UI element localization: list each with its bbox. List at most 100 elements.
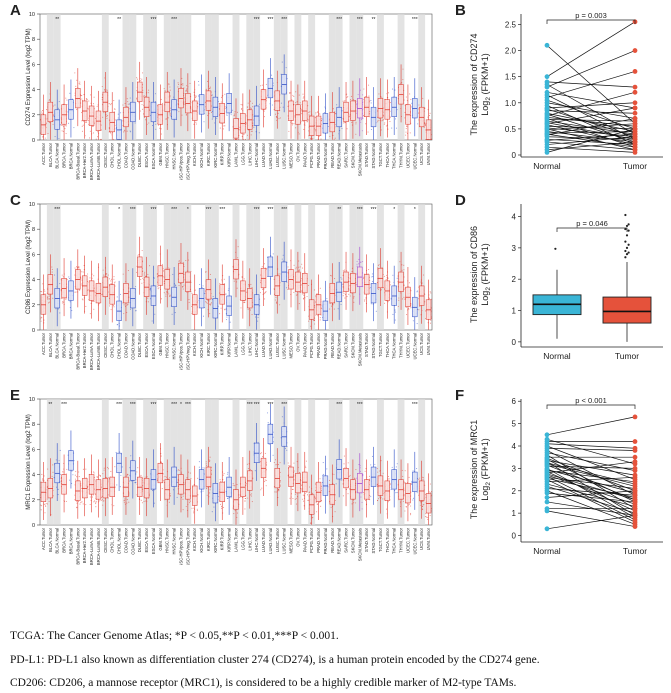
- data-point: [277, 112, 279, 114]
- data-point: [219, 127, 221, 129]
- data-point: [57, 493, 59, 496]
- data-point: [47, 296, 49, 298]
- category-label: LGG.Tumor: [240, 527, 245, 550]
- data-point: [286, 78, 288, 80]
- data-point: [41, 505, 43, 507]
- data-point: [237, 257, 239, 259]
- data-point: [207, 80, 209, 83]
- data-point: [219, 479, 221, 481]
- category-label: ACC.Tumor: [41, 332, 46, 355]
- data-point: [232, 483, 234, 485]
- data-point: [71, 482, 73, 484]
- data-point: [389, 120, 391, 123]
- category-label: CESC.Tumor: [103, 332, 108, 357]
- data-point: [144, 271, 146, 273]
- data-point: [193, 510, 195, 512]
- data-point: [145, 119, 147, 121]
- category-label: PRAD.Normal: [323, 143, 328, 169]
- data-point: [397, 281, 399, 283]
- data-point: [361, 94, 364, 96]
- outlier-point: [624, 256, 627, 259]
- data-point: [276, 119, 278, 121]
- data-point: [295, 102, 297, 104]
- normal-point: [544, 42, 550, 48]
- data-point: [249, 309, 251, 311]
- data-point: [156, 473, 158, 475]
- data-point: [303, 293, 305, 295]
- significance-label: ***: [281, 17, 287, 23]
- category-label: GBM.Tumor: [158, 527, 163, 550]
- data-point: [389, 102, 391, 104]
- data-point: [259, 292, 262, 294]
- data-point: [45, 109, 48, 111]
- data-point: [298, 94, 300, 96]
- data-point: [412, 320, 414, 322]
- data-point: [329, 308, 331, 310]
- data-point: [275, 296, 277, 298]
- data-point: [112, 304, 114, 307]
- data-point: [351, 121, 353, 123]
- pair-line: [546, 124, 636, 145]
- data-point: [124, 498, 126, 500]
- data-point: [424, 310, 427, 312]
- data-point: [355, 110, 357, 112]
- data-point: [78, 267, 80, 269]
- data-point: [189, 500, 191, 502]
- data-point: [394, 118, 397, 120]
- group-band: [53, 14, 61, 140]
- y-tick-label: 10: [29, 202, 35, 208]
- data-point: [98, 302, 100, 305]
- data-point: [248, 285, 250, 287]
- data-point: [409, 132, 411, 134]
- data-point: [172, 489, 175, 491]
- category-label: KIRP.Tumor: [220, 332, 225, 355]
- data-point: [87, 273, 89, 275]
- data-point: [259, 305, 261, 307]
- data-point: [209, 304, 212, 306]
- data-point: [91, 125, 94, 127]
- data-point: [106, 117, 108, 119]
- data-point: [127, 303, 129, 305]
- data-point: [151, 124, 154, 127]
- pair-line: [546, 91, 636, 109]
- data-point: [129, 308, 132, 310]
- outlier-point: [624, 249, 627, 253]
- data-point: [144, 500, 146, 502]
- data-point: [110, 309, 112, 311]
- data-point: [275, 301, 277, 303]
- data-point: [202, 467, 204, 469]
- data-point: [191, 507, 193, 509]
- data-point: [383, 275, 385, 277]
- outlier-point: [554, 247, 557, 250]
- data-point: [161, 298, 163, 300]
- data-point: [76, 476, 78, 478]
- data-point: [219, 313, 221, 315]
- data-point: [81, 271, 83, 273]
- data-point: [220, 307, 222, 309]
- data-point: [168, 293, 170, 295]
- data-point: [363, 115, 365, 117]
- data-point: [111, 103, 113, 105]
- data-point: [287, 266, 289, 268]
- data-point: [178, 469, 180, 472]
- data-point: [79, 81, 81, 83]
- data-point: [419, 305, 421, 307]
- data-point: [169, 477, 171, 479]
- data-point: [212, 117, 214, 119]
- group-band: [246, 14, 254, 140]
- data-point: [66, 99, 68, 101]
- category-label: KIRP.Tumor: [220, 527, 225, 550]
- data-point: [127, 101, 129, 103]
- data-point: [371, 280, 373, 283]
- category-label: HNSC-HPVneg.Tumor: [185, 142, 190, 180]
- data-point: [52, 495, 54, 497]
- data-point: [367, 131, 369, 133]
- data-point: [87, 486, 89, 488]
- data-point: [299, 266, 301, 268]
- data-point: [71, 309, 73, 312]
- data-point: [229, 321, 231, 323]
- data-point: [397, 275, 399, 277]
- significance-label: **: [372, 17, 376, 23]
- data-point: [206, 299, 209, 301]
